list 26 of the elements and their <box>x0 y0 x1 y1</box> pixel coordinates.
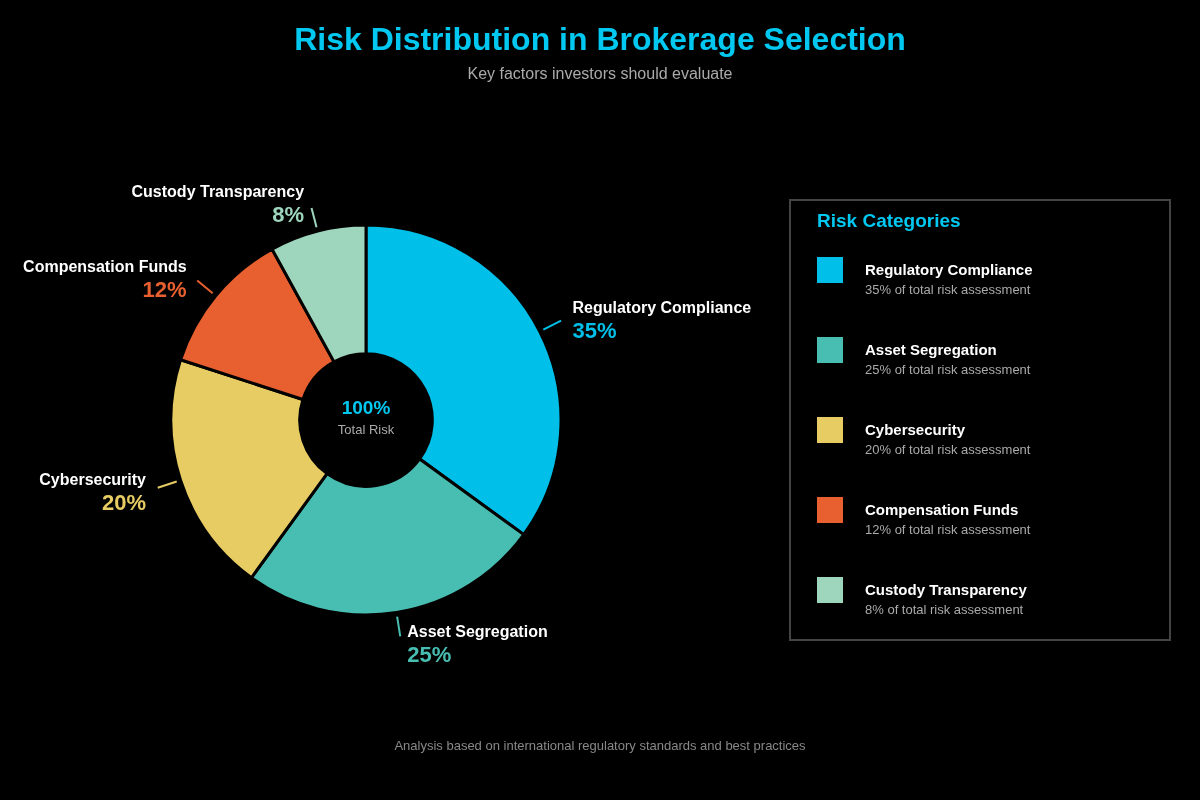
text: 25% of total risk assessment <box>865 362 1031 377</box>
text: 100% <box>341 397 391 418</box>
data-label: 12% <box>142 276 187 302</box>
chart-title: Risk Distribution in Brokerage Selection <box>294 21 906 57</box>
legend-label: Asset Segregation <box>865 341 997 358</box>
text: 8% of total risk assessment <box>865 602 1024 617</box>
legend-label: Cybersecurity <box>865 421 966 438</box>
legend-label: Custody Transparency <box>865 581 1028 598</box>
data-label: 25% <box>407 642 452 668</box>
legend-label: Regulatory Compliance <box>865 261 1033 278</box>
data-label: 8% <box>272 202 305 228</box>
legend-label: Compensation Funds <box>865 501 1019 518</box>
data-label: 20% <box>101 489 147 515</box>
slice-label: Compensation Funds <box>23 257 187 275</box>
text: 35% of total risk assessment <box>865 282 1031 297</box>
slice-label: Regulatory Compliance <box>572 298 752 316</box>
legend-title: Risk Categories <box>817 210 961 231</box>
text: 20% of total risk assessment <box>865 442 1031 457</box>
text: Total Risk <box>337 422 395 437</box>
text: Analysis based on international regulatory standards and best practices <box>394 738 807 753</box>
slice-label: Cybersecurity <box>39 470 147 488</box>
slice-label: Custody Transparency <box>131 183 305 201</box>
chart-subtitle: Key factors investors should evaluate <box>467 65 733 82</box>
slice-label: Asset Segregation <box>407 623 548 641</box>
text: 12% of total risk assessment <box>865 522 1031 537</box>
data-label: 35% <box>572 317 617 343</box>
